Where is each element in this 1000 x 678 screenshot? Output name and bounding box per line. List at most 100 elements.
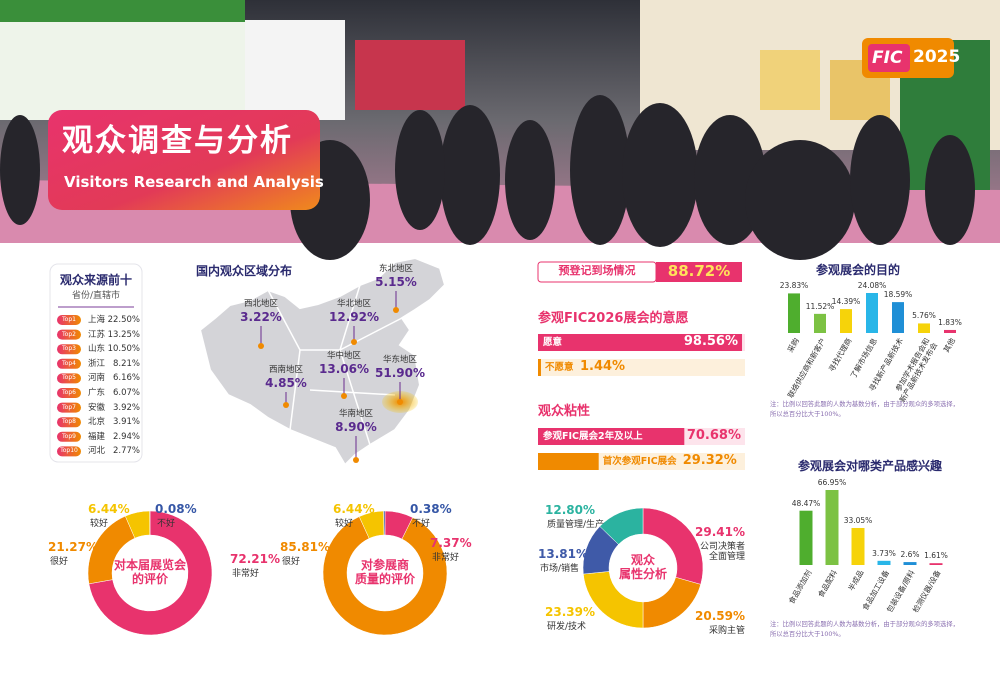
bar (851, 527, 865, 565)
province: 江苏 (88, 329, 106, 340)
map-pin (351, 339, 357, 345)
slice-value: 85.81% (280, 540, 330, 554)
bar (799, 510, 813, 565)
rank: Top8 (62, 418, 76, 426)
donut-slice (642, 507, 704, 585)
map-title: 国内观众区域分布 (196, 264, 293, 278)
map-pin (397, 399, 403, 405)
chart-title: 参观展会的目的 (815, 263, 901, 277)
province: 广东 (88, 388, 106, 398)
slice-value: 23.39% (545, 605, 595, 619)
rank: Top2 (62, 330, 76, 338)
map-pin (393, 307, 399, 313)
province: 福建 (88, 431, 106, 442)
bar (788, 293, 800, 333)
map-pin (353, 457, 359, 463)
donut-slice (599, 507, 644, 545)
slice-label: 很好 (50, 557, 69, 567)
share: 3.91% (112, 417, 140, 428)
region-share: 12.92% (329, 310, 379, 324)
chart-note: 注：比例以回答此题的人数为基数分析，由于部分观众的多项选择， 所以总百分比大于1… (770, 621, 959, 639)
bar-value: 14.39% (831, 297, 861, 307)
slice-value: 12.80% (545, 503, 595, 517)
donut-title: 观众 属性分析 (618, 553, 668, 581)
photo-crowd (0, 95, 975, 260)
slice-label: 很好 (282, 557, 301, 567)
slice-label: 不好 (157, 519, 176, 529)
slice-label: 研发/技术 (547, 622, 587, 632)
rank-pill (57, 446, 81, 457)
section-title: 观众粘性 (538, 404, 591, 419)
share: 13.25% (107, 329, 140, 340)
attendance-value-box (656, 262, 742, 282)
bar (840, 309, 852, 333)
photo-booth (355, 40, 465, 110)
bar (877, 560, 891, 565)
province: 上海 (88, 315, 106, 325)
rank-pill (57, 329, 81, 340)
bar-value: 1.83% (938, 317, 962, 327)
bar-label: 首次参观FIC展会 (602, 456, 677, 467)
rank: Top10 (60, 447, 78, 455)
bar (929, 563, 943, 565)
bar-value: 66.95% (817, 478, 847, 487)
share: 6.07% (112, 388, 140, 398)
share: 2.77% (112, 446, 140, 457)
donut-slice (383, 510, 386, 536)
rank-pill (57, 388, 81, 398)
donut-title: 对本届展览会 的评价 (113, 558, 187, 586)
slice-value: 21.27% (48, 540, 98, 554)
slice-label: 采购主管 (708, 626, 745, 636)
page-subtitle: Visitors Research and Analysis (64, 173, 324, 191)
rank-pill (57, 402, 81, 413)
slice-label: 较好 (90, 519, 109, 529)
bar-value: 33.05% (843, 515, 873, 525)
donut-slice (322, 516, 448, 636)
rank-pill (57, 417, 81, 428)
slice-label: 质量管理/生产 (547, 520, 605, 530)
bar-track (538, 359, 745, 376)
province: 山东 (88, 344, 106, 355)
rank: Top7 (62, 403, 76, 411)
bar (538, 359, 541, 376)
bar-value: 18.59% (883, 290, 913, 300)
share: 10.50% (107, 344, 140, 355)
share: 6.16% (112, 373, 140, 384)
slice-label: 较好 (335, 519, 354, 529)
photo-booth-sign (0, 0, 245, 22)
region-name: 东北地区 (378, 264, 414, 274)
bar-value: 5.76% (912, 311, 936, 321)
share: 2.94% (112, 431, 140, 442)
slice-value: 20.59% (695, 609, 745, 623)
slice-label: 不好 (412, 519, 431, 529)
bar (944, 329, 956, 333)
region-share: 51.90% (375, 366, 425, 380)
table-subtitle: 省份/直辖市 (71, 291, 121, 301)
attendance-value: 88.72% (667, 262, 731, 280)
rank: Top1 (62, 316, 76, 323)
slice-label: 非常好 (432, 553, 460, 563)
slice-value: 7.37% (430, 536, 472, 550)
province: 北京 (88, 417, 106, 428)
bar-value: 1.61% (924, 551, 948, 561)
map-pin (283, 402, 289, 408)
slice-label: 非常好 (232, 569, 260, 579)
rank-pill (57, 315, 81, 325)
bar-value: 11.52% (805, 301, 835, 311)
rank-pill (57, 431, 81, 442)
bar-value: 48.47% (791, 498, 821, 508)
rank-pill (57, 358, 81, 369)
bar (892, 302, 904, 333)
bar (538, 334, 743, 351)
share: 3.92% (112, 402, 140, 413)
province: 浙江 (88, 358, 106, 369)
chart-title: 参观展会对哪类产品感兴趣 (797, 459, 943, 473)
rank: Top5 (62, 374, 76, 382)
bar-value: 3.73% (872, 548, 896, 558)
rank-pill (57, 373, 81, 384)
map-pin (258, 343, 264, 349)
slice-value: 72.21% (230, 552, 280, 566)
region-share: 8.90% (335, 420, 377, 434)
province: 河北 (88, 446, 106, 457)
